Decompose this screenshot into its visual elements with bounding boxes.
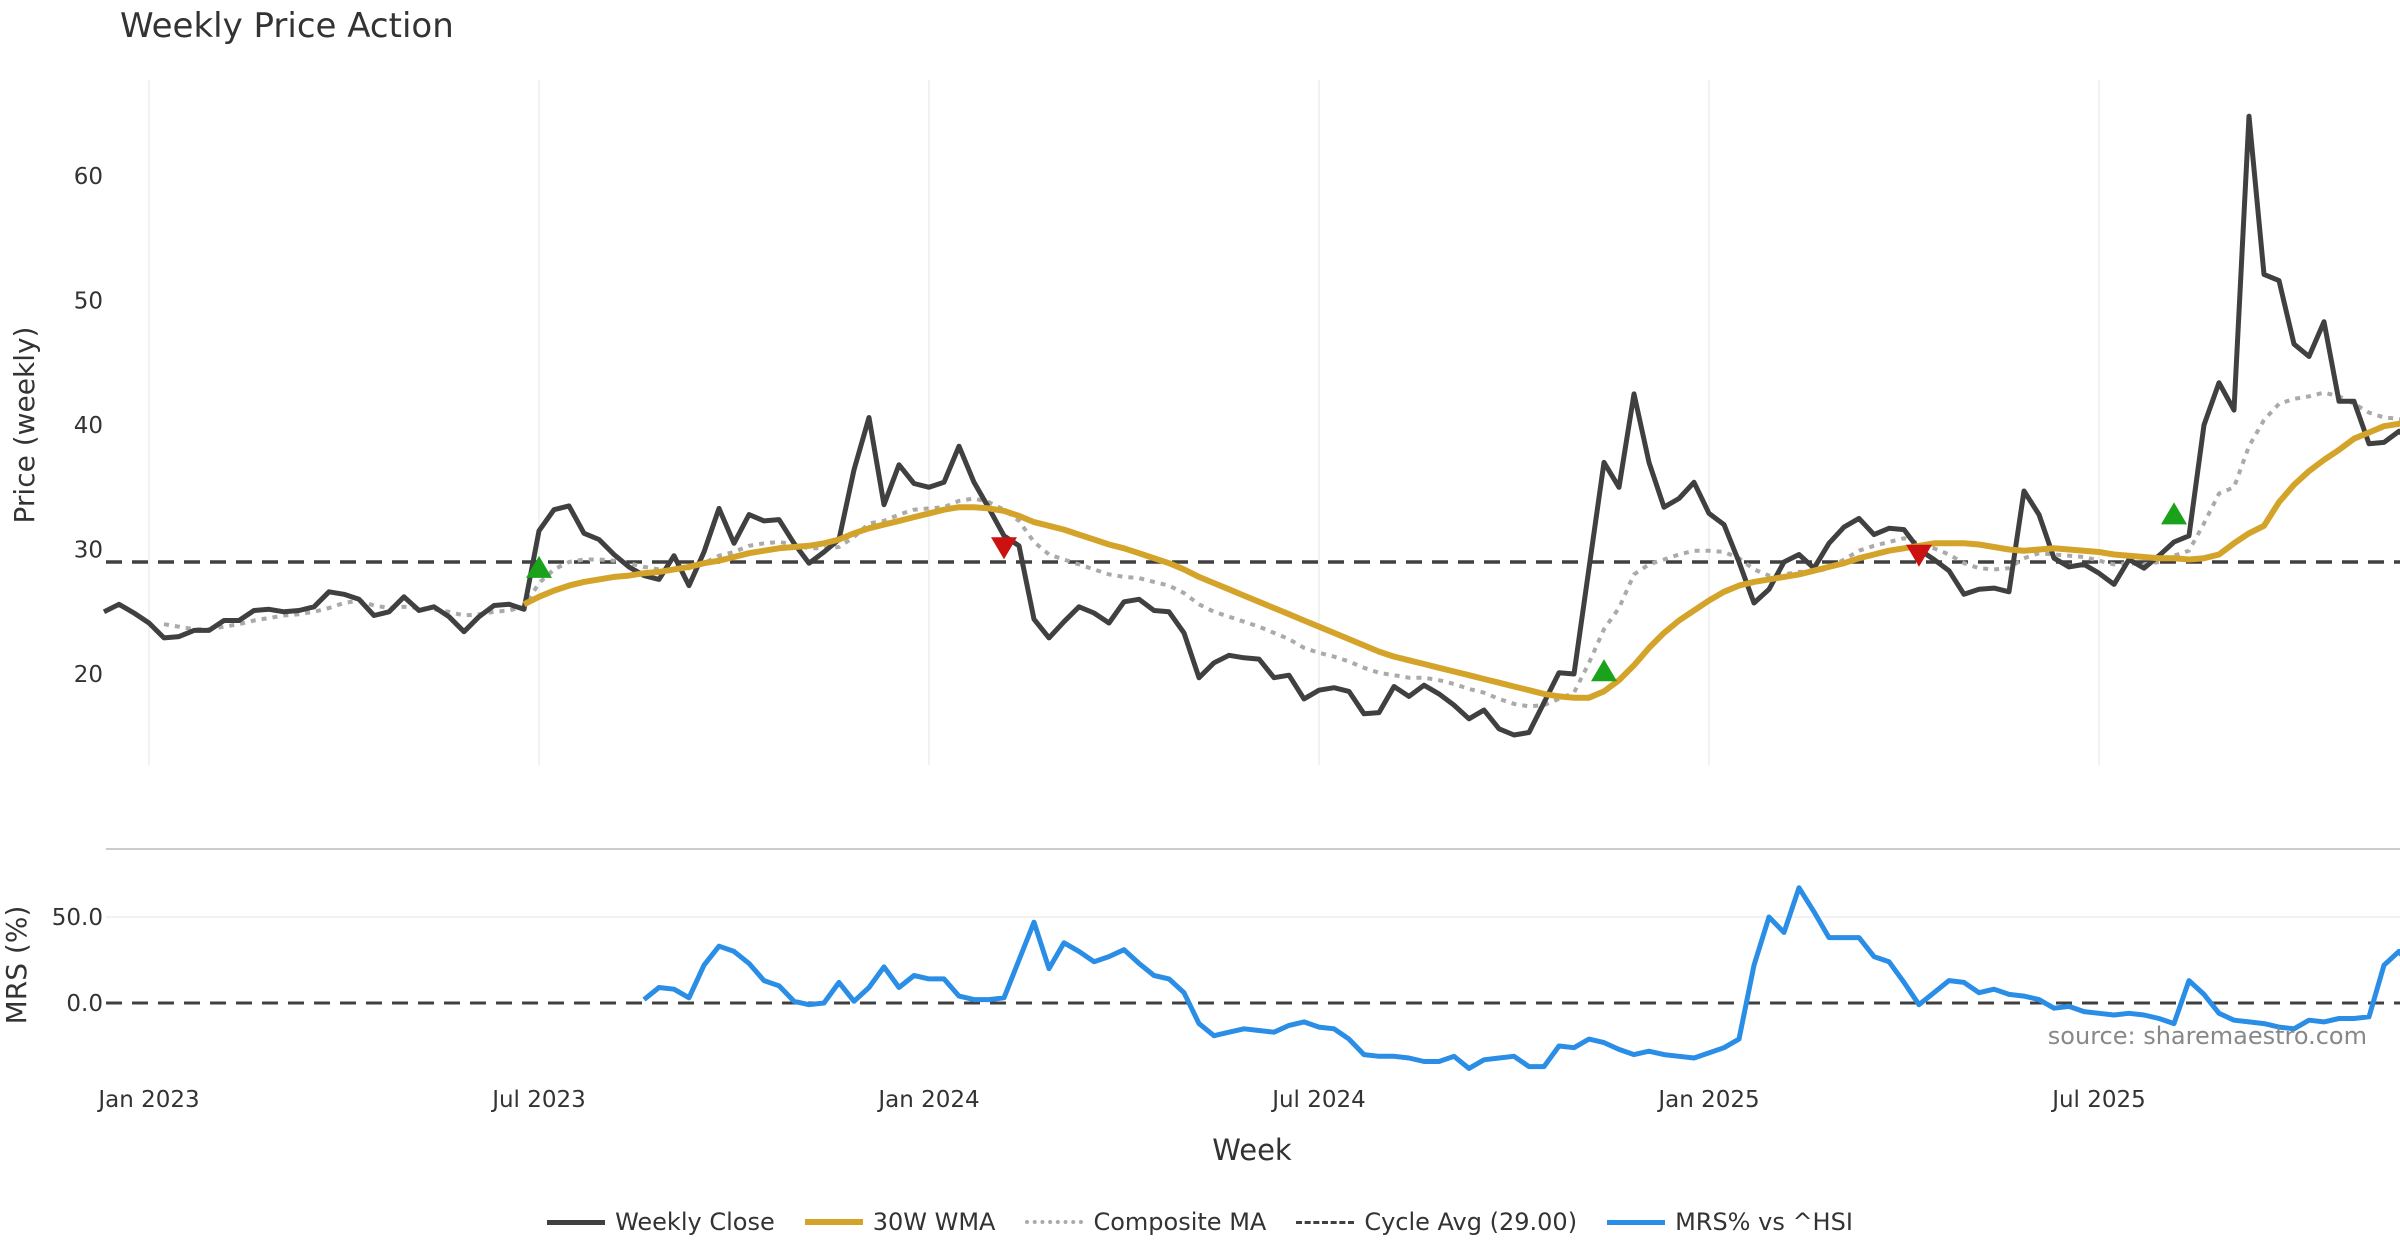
- x-tick-label: Jan 2025: [1656, 1087, 1759, 1113]
- chart-title: Weekly Price Action: [120, 6, 454, 46]
- sell-signal-marker: [1906, 544, 1932, 567]
- legend-swatch-wma: [804, 1219, 863, 1225]
- legend-label-wma: 30W WMA: [872, 1208, 996, 1236]
- y-tick-label: 40: [74, 413, 103, 439]
- legend-swatch-weekly-close: [547, 1219, 606, 1225]
- mrs-tick-label: 0.0: [66, 991, 103, 1017]
- legend-label-composite-ma: Composite MA: [1093, 1208, 1267, 1236]
- x-tick-label: Jul 2025: [2050, 1087, 2146, 1113]
- legend-item-weekly-close: Weekly Close: [547, 1208, 775, 1236]
- source-note: source: sharemaestro.com: [2048, 1022, 2367, 1050]
- legend-item-mrs: MRS% vs ^HSI: [1607, 1208, 1853, 1236]
- legend-item-composite-ma: Composite MA: [1025, 1208, 1266, 1236]
- legend-label-mrs: MRS% vs ^HSI: [1675, 1208, 1853, 1236]
- y-axis-label: Price (weekly): [8, 327, 41, 524]
- legend-item-cycle-avg: Cycle Avg (29.00): [1296, 1208, 1577, 1236]
- legend-swatch-composite-ma: [1025, 1220, 1084, 1224]
- legend-item-wma: 30W WMA: [804, 1208, 996, 1236]
- x-tick-label: Jan 2024: [876, 1087, 979, 1113]
- y-tick-label: 20: [74, 662, 103, 688]
- sell-signal-marker: [991, 537, 1017, 560]
- mrs-line: [642, 885, 2400, 1071]
- buy-signal-marker: [2161, 502, 2187, 525]
- composite-ma-line: [163, 390, 2400, 709]
- legend-label-cycle-avg: Cycle Avg (29.00): [1364, 1208, 1578, 1236]
- y-tick-label: 60: [74, 164, 103, 190]
- wma-line: [522, 420, 2400, 701]
- x-tick-label: Jan 2023: [96, 1087, 199, 1113]
- mrs-axis-label: MRS (%): [0, 906, 33, 1025]
- weekly-close-line: [102, 113, 2400, 738]
- y-tick-label: 50: [74, 289, 103, 315]
- x-tick-label: Jul 2023: [490, 1087, 586, 1113]
- y-tick-label: 30: [74, 538, 103, 564]
- x-axis-label: Week: [1212, 1133, 1292, 1167]
- legend: Weekly Close 30W WMA Composite MA Cycle …: [0, 1208, 2400, 1236]
- legend-swatch-mrs: [1607, 1219, 1666, 1225]
- buy-signal-marker: [526, 555, 552, 578]
- x-tick-label: Jul 2024: [1270, 1087, 1366, 1113]
- mrs-tick-label: 50.0: [52, 905, 103, 931]
- legend-label-weekly-close: Weekly Close: [615, 1208, 775, 1236]
- buy-signal-marker: [1591, 659, 1617, 682]
- legend-swatch-cycle-avg: [1296, 1220, 1355, 1224]
